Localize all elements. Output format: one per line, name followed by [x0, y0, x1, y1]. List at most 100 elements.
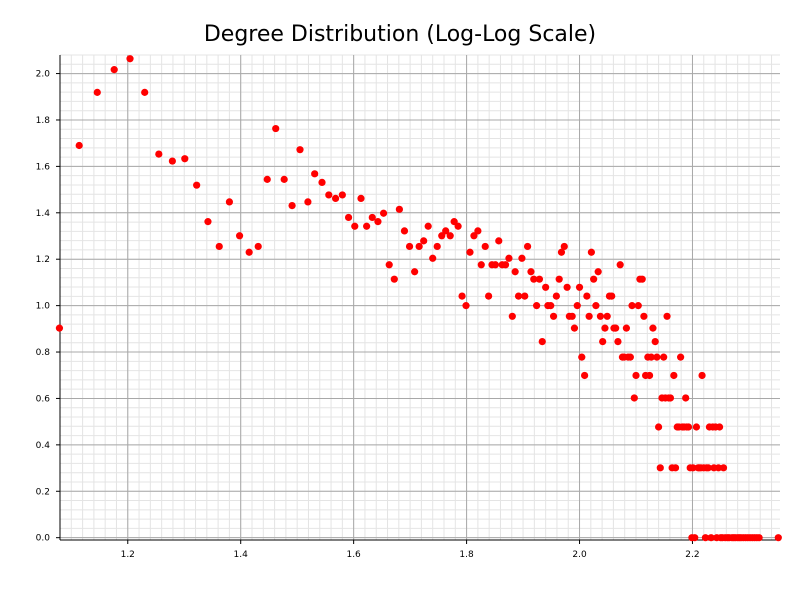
data-point [651, 337, 659, 346]
data-point [288, 202, 296, 210]
data-point [521, 292, 529, 300]
data-point [701, 534, 710, 542]
x-tick-label: 1.6 [346, 550, 361, 560]
data-point [689, 464, 697, 472]
data-point [245, 248, 253, 256]
y-tick-label: 2.0 [36, 70, 51, 80]
data-point [400, 227, 409, 235]
x-tick-label: 1.4 [234, 550, 249, 560]
data-point [235, 232, 244, 240]
data-point [215, 242, 223, 251]
data-point [647, 353, 655, 361]
data-point [601, 324, 609, 332]
x-axis-ticks: 1.2 1.4 1.6 1.8 2.0 2.2 [121, 540, 700, 560]
y-tick-label: 0.0 [36, 534, 51, 544]
data-point [719, 464, 728, 472]
data-point [692, 423, 701, 431]
data-point [55, 324, 64, 332]
data-point [671, 464, 680, 472]
data-point [344, 213, 353, 222]
data-point [630, 394, 638, 402]
data-point [474, 227, 482, 235]
data-point [691, 534, 699, 542]
data-point [379, 209, 388, 217]
data-point [193, 181, 201, 189]
data-point [538, 337, 546, 346]
data-point [511, 268, 519, 276]
data-point [523, 242, 532, 251]
data-point [424, 222, 432, 230]
data-point [654, 423, 663, 431]
data-point [481, 242, 489, 251]
data-point [547, 302, 555, 310]
data-point [581, 371, 589, 380]
data-point [110, 66, 118, 74]
data-point [527, 268, 535, 276]
data-point [325, 191, 333, 199]
axes [59, 55, 780, 541]
data-point [495, 237, 503, 245]
data-point [622, 324, 631, 332]
y-tick-label: 1.2 [36, 255, 50, 265]
data-point [640, 312, 648, 320]
data-point [433, 242, 441, 251]
data-point [563, 283, 571, 291]
data-point [454, 222, 462, 230]
data-point [698, 371, 706, 380]
data-point [438, 232, 446, 240]
data-point [485, 292, 493, 300]
data-point [656, 464, 664, 472]
y-tick-label: 0.8 [36, 348, 51, 358]
data-point [458, 292, 466, 300]
y-tick-label: 1.0 [36, 302, 51, 312]
data-point [714, 464, 723, 472]
data-point [204, 218, 212, 226]
data-point [614, 337, 622, 346]
data-point [385, 261, 393, 269]
x-tick-label: 2.0 [572, 550, 587, 560]
data-point [626, 353, 634, 361]
data-point [583, 292, 591, 300]
data-point [704, 464, 712, 472]
data-point [505, 254, 513, 262]
data-point [603, 312, 611, 320]
data-point [263, 175, 271, 183]
data-point [578, 353, 586, 361]
data-point [616, 261, 624, 269]
data-point [318, 178, 326, 186]
data-point [557, 248, 566, 256]
data-point [470, 232, 478, 240]
data-point [93, 88, 101, 96]
chart-title: Degree Distribution (Log-Log Scale) [203, 22, 597, 47]
data-point [774, 534, 782, 542]
data-point [501, 261, 510, 269]
data-point [508, 312, 516, 320]
data-point [155, 150, 163, 158]
data-point [390, 275, 398, 283]
data-point [549, 312, 558, 320]
data-point [311, 170, 319, 178]
data-point [368, 213, 376, 222]
data-point [411, 268, 419, 276]
data-point [331, 194, 340, 203]
data-point [533, 302, 541, 310]
y-tick-label: 1.4 [36, 209, 51, 219]
data-point [446, 232, 454, 240]
data-point [542, 283, 550, 291]
data-point [395, 205, 403, 213]
y-axis-ticks: 0.0 0.2 0.4 0.6 0.8 1.0 1.2 1.4 1.6 1.8 2.0 [36, 70, 60, 544]
data-point [530, 275, 538, 283]
data-point [568, 312, 576, 320]
data-point [338, 191, 346, 199]
data-point [663, 312, 671, 320]
data-point [363, 222, 371, 230]
data-point [596, 312, 605, 320]
data-point [677, 353, 685, 361]
data-point [351, 222, 359, 230]
data-point [612, 324, 620, 332]
y-tick-label: 0.6 [36, 394, 51, 404]
data-point [573, 302, 581, 310]
data-point [599, 337, 607, 346]
data-point [415, 242, 423, 251]
